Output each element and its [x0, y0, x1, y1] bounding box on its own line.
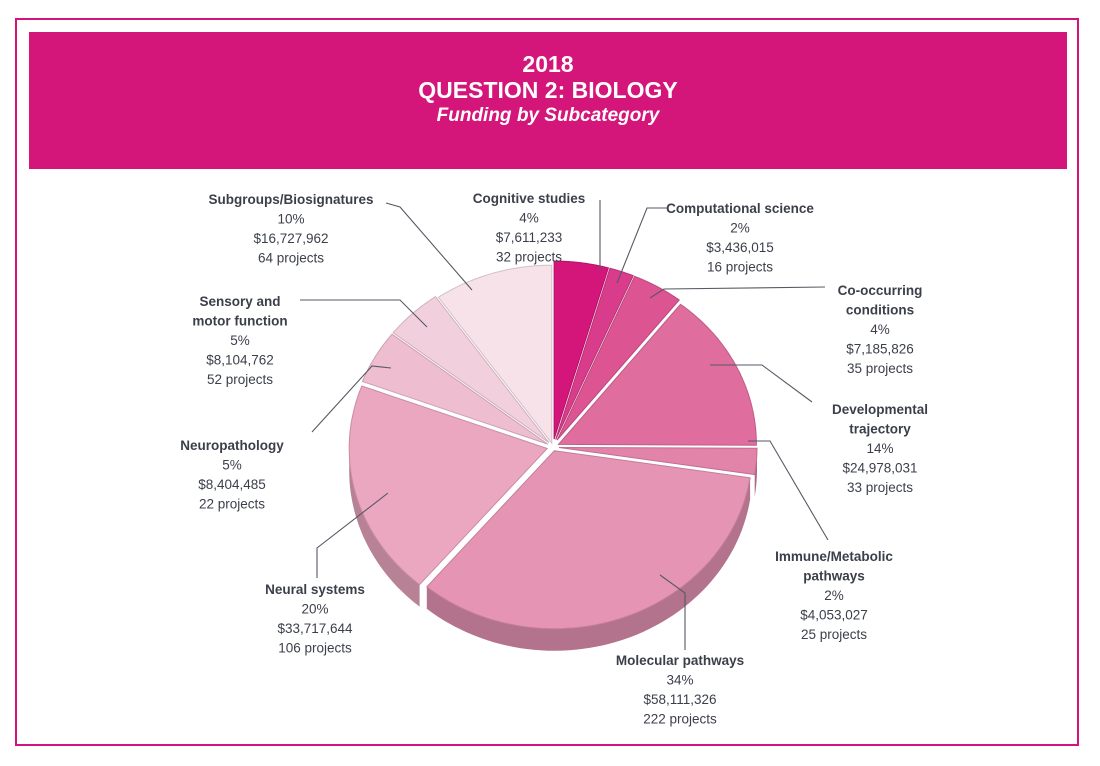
slice-label-name: Subgroups/Biosignatures — [208, 192, 373, 207]
slice-label-projects: 222 projects — [643, 712, 717, 727]
slice-label-name: Co-occurring — [838, 283, 923, 298]
chart-subtitle: Funding by Subcategory — [436, 105, 660, 126]
slice-label-percent: 2% — [730, 221, 750, 236]
slice-label: Developmental trajectory 14% $24,978,031 33 … — [832, 402, 928, 495]
slice-label-amount: $8,104,762 — [206, 353, 274, 368]
leader-line — [659, 574, 686, 650]
slice-label: Neural systems 20% $33,717,644 106 projects — [265, 582, 365, 656]
slice-label-name: Neuropathology — [180, 438, 284, 453]
slice-label: Immune/Metabolic pathways 2% $4,053,027 25 p… — [775, 549, 893, 642]
slice-label-amount: $4,053,027 — [800, 608, 868, 623]
leader-line — [311, 365, 392, 433]
slice-label: Sensory and motor function 5% $8,104,762 52 … — [192, 294, 287, 387]
pie-slice-molecular-pathways[interactable] — [426, 450, 751, 630]
labels-layer: Cognitive studies 4% $7,611,233 32 projects… — [180, 191, 928, 727]
pie-slice-immune-metabolic-pathways[interactable] — [558, 447, 758, 476]
slice-label-amount: $3,436,015 — [706, 240, 774, 255]
chart-frame — [15, 18, 1079, 746]
slice-label-projects: 35 projects — [847, 361, 913, 376]
leader-line — [385, 202, 473, 291]
slice-label-amount: $7,611,233 — [496, 230, 563, 245]
slice-label-name: trajectory — [849, 422, 911, 437]
slice-label-name: conditions — [846, 303, 914, 318]
slice-label-projects: 16 projects — [707, 260, 773, 275]
slice-label-projects: 33 projects — [847, 480, 913, 495]
slice-label-percent: 34% — [666, 673, 693, 688]
leader-line — [300, 299, 428, 328]
slice-label-name: Computational science — [666, 201, 814, 216]
pie-slice-developmental-trajectory[interactable] — [557, 303, 757, 446]
leader-line — [316, 492, 389, 578]
leader-line — [616, 207, 667, 284]
slice-label-amount: $8,404,485 — [198, 477, 266, 492]
slice-label: Subgroups/Biosignatures 10% $16,727,962 64 … — [208, 192, 373, 266]
leader-lines-layer — [300, 200, 829, 650]
pie-depth-layer — [349, 448, 757, 651]
slice-label-name: Molecular pathways — [616, 653, 744, 668]
slice-label-percent: 5% — [230, 333, 250, 348]
leader-line — [649, 286, 826, 299]
slice-label: Neuropathology 5% $8,404,485 22 projects — [180, 438, 284, 512]
slice-label: Molecular pathways 34% $58,111,326 222 proj… — [616, 653, 744, 727]
slice-label-amount: $58,111,326 — [643, 692, 716, 707]
pie-slice-co-occurring-conditions[interactable] — [556, 275, 680, 441]
pie-slice-side — [426, 477, 751, 651]
slice-label-projects: 25 projects — [801, 627, 867, 642]
slice-label-percent: 20% — [301, 602, 328, 617]
pie-slice-subgroups-biosignatures[interactable] — [437, 264, 553, 445]
slice-label-percent: 14% — [866, 441, 893, 456]
slice-label-amount: $33,717,644 — [277, 621, 353, 636]
slice-label-name: Developmental — [832, 402, 928, 417]
slice-label-name: Neural systems — [265, 582, 365, 597]
slice-label: Cognitive studies 4% $7,611,233 32 projects — [473, 191, 586, 265]
pie-slice-neuropathology[interactable] — [361, 333, 549, 445]
chart-year: 2018 — [522, 51, 574, 77]
pie-slice-side — [754, 448, 757, 497]
slice-label-name: Sensory and — [199, 294, 280, 309]
chart-title: QUESTION 2: BIOLOGY — [418, 77, 678, 103]
slice-label-percent: 4% — [870, 322, 890, 337]
slice-label-name: motor function — [192, 314, 287, 329]
slice-label-projects: 32 projects — [496, 250, 562, 265]
slice-label-projects: 22 projects — [199, 497, 265, 512]
slice-label-projects: 106 projects — [278, 641, 352, 656]
pie-slice-neural-systems[interactable] — [348, 385, 549, 586]
slice-label-amount: $7,185,826 — [846, 342, 914, 357]
slice-label-name: pathways — [803, 569, 865, 584]
slice-label-name: Immune/Metabolic — [775, 549, 893, 564]
slice-label-projects: 64 projects — [258, 251, 324, 266]
slice-label-projects: 52 projects — [207, 372, 273, 387]
pie-slice-side — [349, 448, 420, 607]
slice-label: Computational science 2% $3,436,015 16 proj… — [666, 201, 814, 275]
leader-line — [748, 440, 829, 541]
slice-label-name: Cognitive studies — [473, 191, 586, 206]
slice-label-amount: $24,978,031 — [842, 461, 917, 476]
slice-label-percent: 4% — [519, 211, 539, 226]
leader-line — [710, 364, 813, 403]
slice-label-percent: 5% — [222, 458, 242, 473]
pie-slices-layer — [348, 260, 758, 630]
slice-label-percent: 2% — [824, 588, 844, 603]
slice-label-amount: $16,727,962 — [253, 231, 328, 246]
slice-label: Co-occurring conditions 4% $7,185,826 35 pro… — [838, 283, 923, 376]
title-banner: 2018 QUESTION 2: BIOLOGY Funding by Subc… — [29, 32, 1067, 169]
slice-label-percent: 10% — [277, 212, 304, 227]
